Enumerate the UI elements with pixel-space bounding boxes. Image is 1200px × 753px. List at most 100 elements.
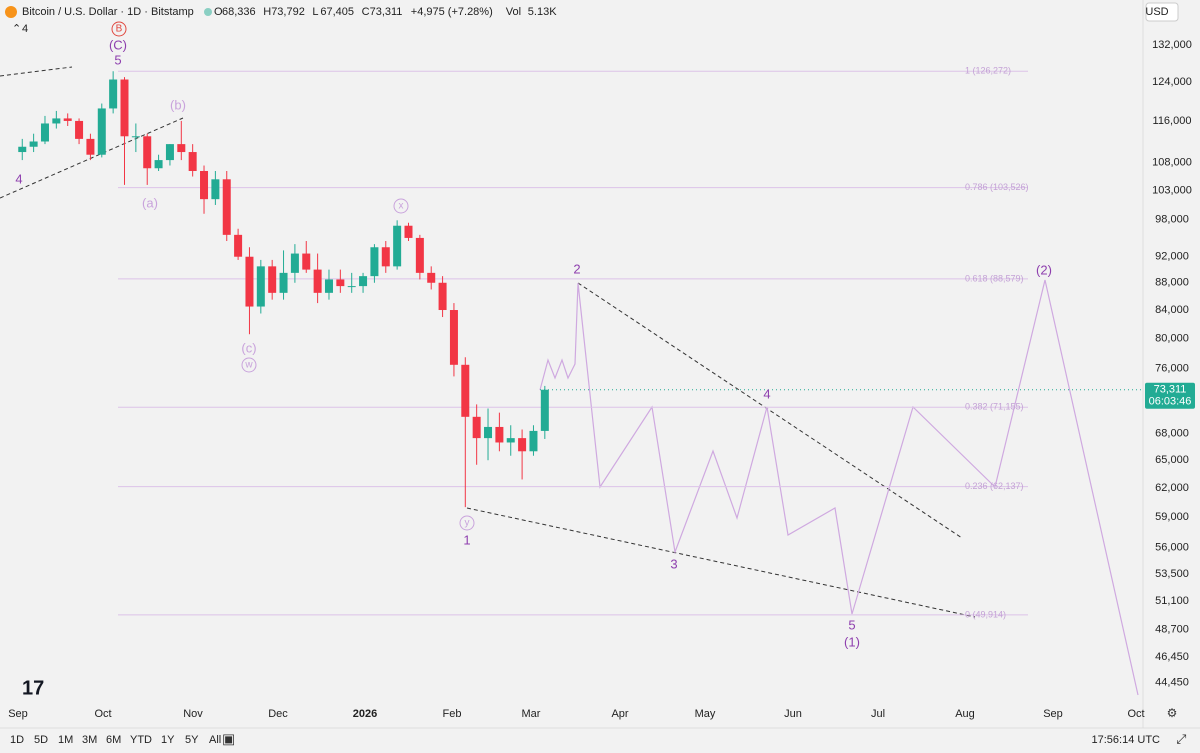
wave-label-circle <box>111 21 127 37</box>
candle-body <box>427 272 436 283</box>
range-button[interactable]: All <box>209 734 221 746</box>
range-button[interactable]: 1D <box>10 734 24 746</box>
wave-label: 2 <box>573 261 580 276</box>
wave-label-circle <box>459 515 475 531</box>
y-tick-label: 59,000 <box>1155 511 1189 523</box>
settings-icon[interactable]: ⤢ <box>1176 731 1186 746</box>
candle-body <box>234 234 243 257</box>
calendar-icon[interactable]: ▣ <box>222 731 235 747</box>
wave-label: y <box>465 518 470 529</box>
candle-body <box>154 160 163 169</box>
range-button[interactable]: 1M <box>58 734 73 746</box>
candle-body <box>279 272 288 293</box>
settings-icon[interactable]: ⚙ <box>1167 706 1178 720</box>
wave-label: (c) <box>241 340 256 355</box>
y-tick-label: 76,000 <box>1155 363 1189 375</box>
candle-body <box>540 389 549 431</box>
trend-line <box>466 507 976 618</box>
currency-box[interactable] <box>1145 2 1179 22</box>
y-tick-label: 108,000 <box>1152 157 1192 169</box>
candle-body <box>336 279 345 287</box>
x-tick-label: May <box>695 708 716 720</box>
indicator-count[interactable]: 4 <box>22 23 28 35</box>
wave-label: x <box>399 201 404 212</box>
x-tick-label: Dec <box>268 708 288 720</box>
candle-body <box>75 120 84 139</box>
y-tick-label: 56,000 <box>1155 541 1189 553</box>
candle-body <box>177 144 186 153</box>
change: +4,975 (+7.28%) <box>411 6 493 18</box>
candle-body <box>449 310 458 365</box>
range-button[interactable]: 1Y <box>161 734 175 746</box>
symbol: Bitcoin / U.S. Dollar · 1D · Bitstamp <box>22 6 194 18</box>
candle-body <box>97 108 106 155</box>
candle-body <box>290 253 299 273</box>
candle-body <box>40 123 49 142</box>
candle-body <box>245 256 254 307</box>
y-tick-label: 53,500 <box>1155 568 1189 580</box>
wave-label: (2) <box>1036 262 1052 277</box>
ohlc-value: 67,405 <box>320 6 354 18</box>
countdown: 06:03:46 <box>1149 396 1192 408</box>
candle-body <box>131 136 140 138</box>
x-tick-label: Sep <box>8 708 28 720</box>
candle-body <box>222 179 231 235</box>
candle-body <box>495 426 504 443</box>
y-tick-label: 62,000 <box>1155 482 1189 494</box>
x-tick-label: Oct <box>94 708 111 720</box>
candle-body <box>324 279 333 293</box>
wave-label-circle <box>393 198 409 214</box>
candle-body <box>165 144 174 161</box>
range-button[interactable]: 5Y <box>185 734 199 746</box>
ohlc-label: C <box>362 6 370 18</box>
candle-body <box>461 364 470 417</box>
candle-body <box>52 118 61 124</box>
y-tick-label: 88,000 <box>1155 277 1189 289</box>
y-tick-label: 51,100 <box>1155 595 1189 607</box>
range-button[interactable]: YTD <box>130 734 152 746</box>
candle-body <box>518 438 527 452</box>
candle-body <box>506 438 515 443</box>
y-tick-label: 80,000 <box>1155 333 1189 345</box>
candle-body <box>188 152 197 171</box>
wave-label: w <box>244 360 253 371</box>
candle-body <box>359 276 368 287</box>
candle-body <box>29 141 38 147</box>
x-tick-label: Oct <box>1127 708 1144 720</box>
clock: 17:56:14 UTC <box>1092 734 1161 746</box>
trend-line <box>0 117 184 199</box>
wave-label: 4 <box>763 386 770 401</box>
y-tick-label: 98,000 <box>1155 214 1189 226</box>
symbol-icon <box>5 6 17 18</box>
wave-label: 4 <box>15 171 22 186</box>
collapse-arrow[interactable]: ⌃ <box>12 23 21 35</box>
wave-label-circle <box>241 357 257 373</box>
x-tick-label: Apr <box>611 708 628 720</box>
candle-body <box>381 247 390 267</box>
candle-body <box>415 237 424 273</box>
range-button[interactable]: 6M <box>106 734 121 746</box>
wave-label: 1 <box>463 532 470 547</box>
wave-label: (1) <box>844 634 860 649</box>
y-tick-label: 44,450 <box>1155 677 1189 689</box>
trend-line <box>0 66 73 77</box>
candle-body <box>143 136 152 169</box>
candle-body <box>120 79 129 137</box>
candle-body <box>347 286 356 288</box>
y-tick-label: 92,000 <box>1155 251 1189 263</box>
range-button[interactable]: 5D <box>34 734 48 746</box>
wave-label: (a) <box>142 195 158 210</box>
y-tick-label: 65,000 <box>1155 454 1189 466</box>
x-tick-label: Jul <box>871 708 885 720</box>
x-tick-label: Jun <box>784 708 802 720</box>
currency[interactable]: USD <box>1145 6 1168 18</box>
wave-label: 5 <box>114 52 121 67</box>
ohlc-value: 73,311 <box>370 6 403 18</box>
range-button[interactable]: 3M <box>82 734 97 746</box>
candle-body <box>109 79 118 109</box>
x-tick-label: 2026 <box>353 708 377 720</box>
wave-label: (C) <box>109 37 127 52</box>
y-tick-label: 46,450 <box>1155 651 1189 663</box>
